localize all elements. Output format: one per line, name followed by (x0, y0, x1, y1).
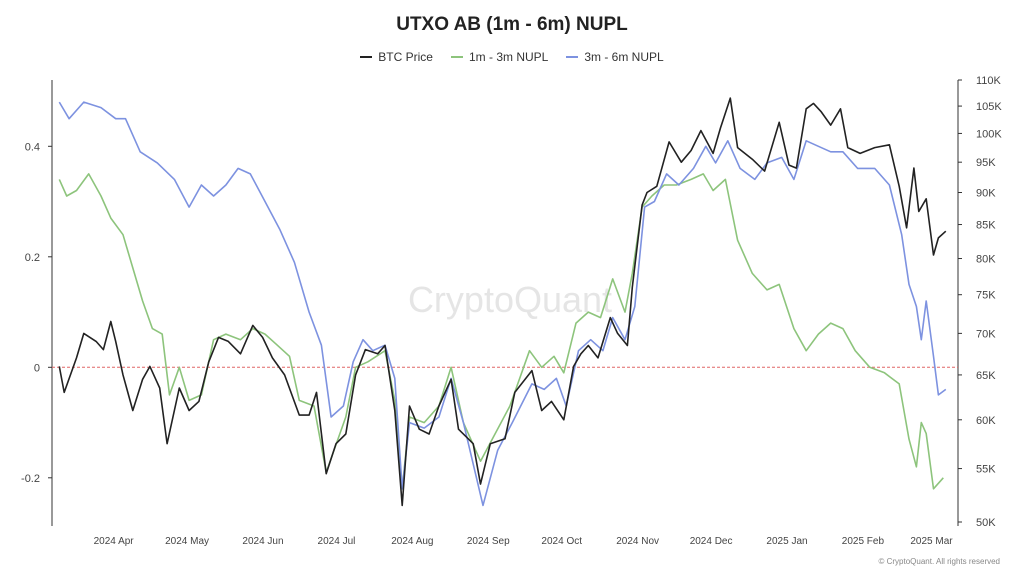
series-line-btc-price (58, 97, 947, 507)
x-tick-label: 2024 Sep (467, 536, 510, 547)
legend-swatch-1m-3m-nupl (450, 56, 463, 58)
x-tick-label: 2025 Mar (910, 536, 953, 547)
legend-swatch-btc-price (360, 56, 373, 58)
left-tick-label: 0.4 (25, 141, 40, 153)
legend-label-1m-3m-nupl: 1m - 3m NUPL (468, 50, 549, 64)
right-tick-label: 60K (976, 415, 996, 427)
copyright-footer: © CryptoQuant. All rights reserved (878, 557, 1001, 566)
chart-series-lines (58, 97, 947, 507)
legend-label-btc-price: BTC Price (378, 50, 433, 64)
right-tick-label: 110K (976, 75, 1002, 87)
x-tick-label: 2025 Jan (766, 536, 807, 547)
x-tick-label: 2024 Jun (242, 536, 283, 547)
right-tick-label: 95K (976, 157, 996, 169)
right-tick-label: 105K (976, 101, 1002, 113)
right-tick-label: 65K (976, 370, 996, 382)
legend-label-3m-6m-nupl: 3m - 6m NUPL (584, 50, 664, 64)
x-tick-label: 2024 Aug (391, 536, 433, 547)
right-tick-label: 50K (976, 517, 996, 529)
watermark-text: CryptoQuant (408, 279, 612, 320)
left-tick-label: 0 (34, 362, 40, 374)
right-tick-label: 75K (976, 290, 996, 302)
chart-title: UTXO AB (1m - 6m) NUPL (396, 14, 628, 35)
chart-legend: BTC Price 1m - 3m NUPL 3m - 6m NUPL (0, 50, 1024, 64)
legend-item-3m-6m-nupl[interactable]: 3m - 6m NUPL (566, 50, 664, 64)
right-tick-label: 55K (976, 464, 996, 476)
x-tick-label: 2024 Dec (690, 536, 733, 547)
x-tick-label: 2024 May (165, 536, 209, 547)
right-tick-label: 90K (976, 187, 996, 199)
right-tick-label: 80K (976, 254, 996, 266)
left-tick-label: -0.2 (21, 473, 40, 485)
right-tick-label: 100K (976, 128, 1002, 140)
x-tick-label: 2025 Feb (842, 536, 885, 547)
right-tick-label: 70K (976, 328, 996, 340)
legend-item-1m-3m-nupl[interactable]: 1m - 3m NUPL (450, 50, 549, 64)
x-tick-label: 2024 Oct (541, 536, 582, 547)
x-tick-label: 2024 Jul (318, 536, 356, 547)
chart-axes: -0.2 0 0.2 0.4 50K 55K 60K 65K 70K 75K 80K 85K 90K 95… (21, 75, 1002, 547)
right-tick-label: 85K (976, 220, 996, 232)
left-tick-label: 0.2 (25, 252, 40, 264)
legend-item-btc-price[interactable]: BTC Price (360, 50, 433, 64)
legend-swatch-3m-6m-nupl (566, 56, 579, 58)
series-line-3m-6m-nupl (58, 101, 947, 507)
series-line-1m-3m-nupl (58, 173, 944, 490)
x-tick-label: 2024 Nov (616, 536, 659, 547)
x-tick-label: 2024 Apr (94, 536, 135, 547)
